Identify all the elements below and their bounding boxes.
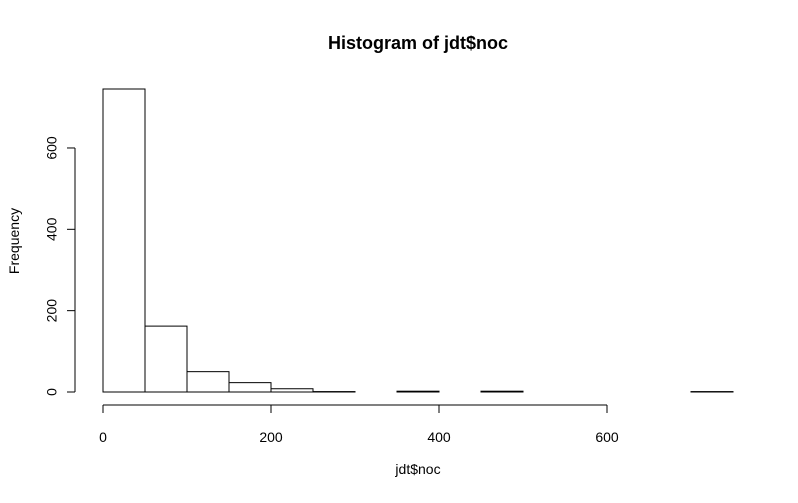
x-axis: 0 200 400 600 xyxy=(99,404,619,445)
histogram-bar xyxy=(270,388,314,393)
histogram-bar xyxy=(228,382,272,393)
y-axis-tick-label: 400 xyxy=(44,217,60,241)
x-axis-label: jdt$noc xyxy=(394,461,440,477)
histogram-bar xyxy=(480,390,524,393)
x-axis-tick-label: 0 xyxy=(99,429,107,445)
y-axis: 0 200 400 600 xyxy=(44,136,76,396)
y-axis-tick-label: 600 xyxy=(44,136,60,160)
x-axis-tick-label: 400 xyxy=(427,429,451,445)
x-axis-tick-label: 200 xyxy=(259,429,283,445)
chart-title: Histogram of jdt$noc xyxy=(328,33,508,53)
histogram-bar xyxy=(186,371,230,393)
y-axis-tick-label: 200 xyxy=(44,299,60,323)
histogram-bar xyxy=(102,88,146,393)
y-axis-label: Frequency xyxy=(6,208,22,274)
histogram-bar xyxy=(396,390,440,393)
histogram-bar xyxy=(144,325,188,393)
y-axis-tick-label: 0 xyxy=(44,388,60,396)
x-axis-tick-label: 600 xyxy=(595,429,619,445)
histogram-bars xyxy=(102,88,734,393)
